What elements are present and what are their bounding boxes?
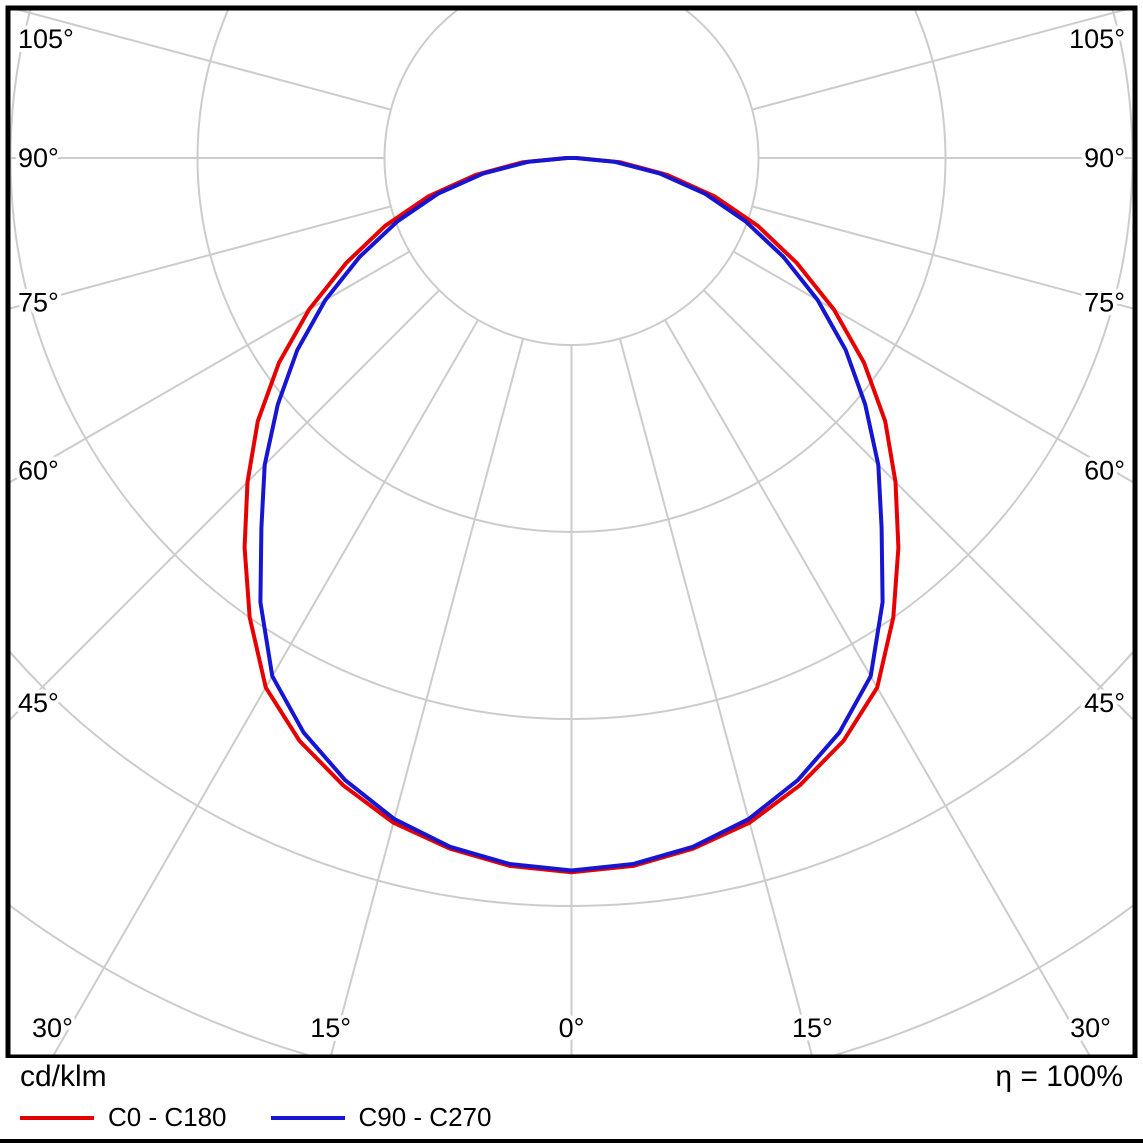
legend-swatch <box>20 1115 94 1120</box>
curve-c90-c270 <box>258 156 885 873</box>
angle-tick-label: 45° <box>1084 688 1125 718</box>
angle-tick-label: 105° <box>18 24 74 54</box>
angle-tick-label: 60° <box>1084 455 1125 485</box>
grid-radial-line <box>10 289 440 721</box>
angle-tick-label: 30° <box>1070 1013 1111 1043</box>
grid-radial-line <box>52 319 479 1055</box>
angle-tick-label: 75° <box>18 287 59 317</box>
angle-tick-label: 30° <box>32 1013 73 1043</box>
grid-radial-line <box>703 289 1133 721</box>
legend-item: C90 - C270 <box>270 1102 492 1133</box>
grid-radial-line <box>10 250 411 484</box>
angle-tick-label: 90° <box>1084 143 1125 173</box>
legend-swatch <box>270 1115 345 1120</box>
footer-row: cd/klm η = 100% <box>20 1060 1123 1094</box>
footer: cd/klm η = 100% C0 - C180 C90 - C270 <box>0 1058 1143 1143</box>
legend-label: C90 - C270 <box>358 1102 492 1132</box>
grid-radial-line <box>15 10 392 111</box>
grid-radial-line <box>330 338 525 1055</box>
grid-radial-line <box>618 338 813 1055</box>
legend-item: C0 - C180 <box>20 1102 227 1133</box>
angle-tick-label: 105° <box>1069 24 1125 54</box>
grid-ring <box>383 10 760 346</box>
legend: C0 - C180 C90 - C270 <box>20 1102 1123 1133</box>
grid-radial-line <box>751 205 1133 310</box>
polar-intensity-chart: 0° 15° 15° 30° 30° 45° 45° 60° 60° 75° 75° 90° 90° 10… <box>5 5 1138 1058</box>
angle-tick-label: 0° <box>559 1013 585 1043</box>
grid-radial-line <box>732 250 1133 484</box>
angle-tick-label: 60° <box>18 455 59 485</box>
grid-radial-line <box>664 319 1091 1055</box>
grid-radial-line <box>10 205 392 310</box>
grid-radial-line <box>751 10 1128 111</box>
angle-tick-label: 15° <box>792 1013 833 1043</box>
plot-border <box>5 5 1138 1058</box>
legend-label: C0 - C180 <box>108 1102 227 1132</box>
units-label: cd/klm <box>20 1060 107 1093</box>
angle-tick-label: 75° <box>1084 287 1125 317</box>
efficiency-label: η = 100% <box>995 1060 1123 1093</box>
angle-tick-label: 45° <box>18 688 59 718</box>
angle-tick-label: 15° <box>310 1013 351 1043</box>
angle-tick-label: 90° <box>18 143 59 173</box>
